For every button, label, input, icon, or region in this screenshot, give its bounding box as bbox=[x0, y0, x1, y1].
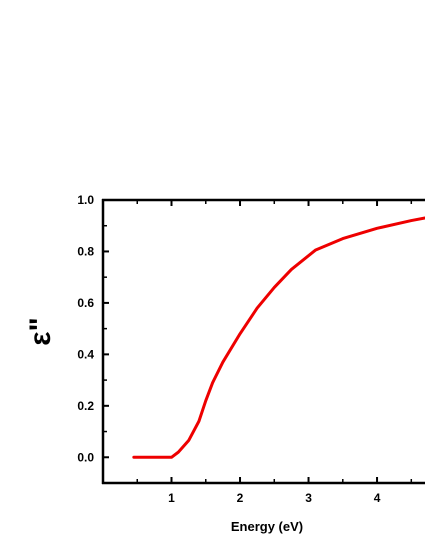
y-tick-label: 0.2 bbox=[77, 399, 94, 413]
axis-frame bbox=[101, 198, 425, 485]
x-tick-label: 1 bbox=[168, 491, 175, 505]
y-tick-label: 1.0 bbox=[77, 193, 94, 207]
y-tick-label: 0.4 bbox=[77, 347, 94, 361]
x-tick-label: 4 bbox=[374, 491, 381, 505]
y-tick-label: 0.8 bbox=[77, 244, 94, 258]
x-axis-title: Energy (eV) bbox=[231, 519, 303, 534]
y-tick-label: 0.6 bbox=[77, 296, 94, 310]
series-layer bbox=[132, 216, 425, 459]
ticks-layer: 0.0 0.2 0.4 0.6 0.8 1.0 1 2 3 4 bbox=[77, 193, 413, 505]
y-axis-title: ε" bbox=[24, 317, 57, 345]
x-tick-label: 2 bbox=[237, 491, 244, 505]
y-tick-label: 0.0 bbox=[77, 450, 94, 464]
series-line bbox=[132, 216, 425, 459]
x-tick-label: 3 bbox=[305, 491, 312, 505]
